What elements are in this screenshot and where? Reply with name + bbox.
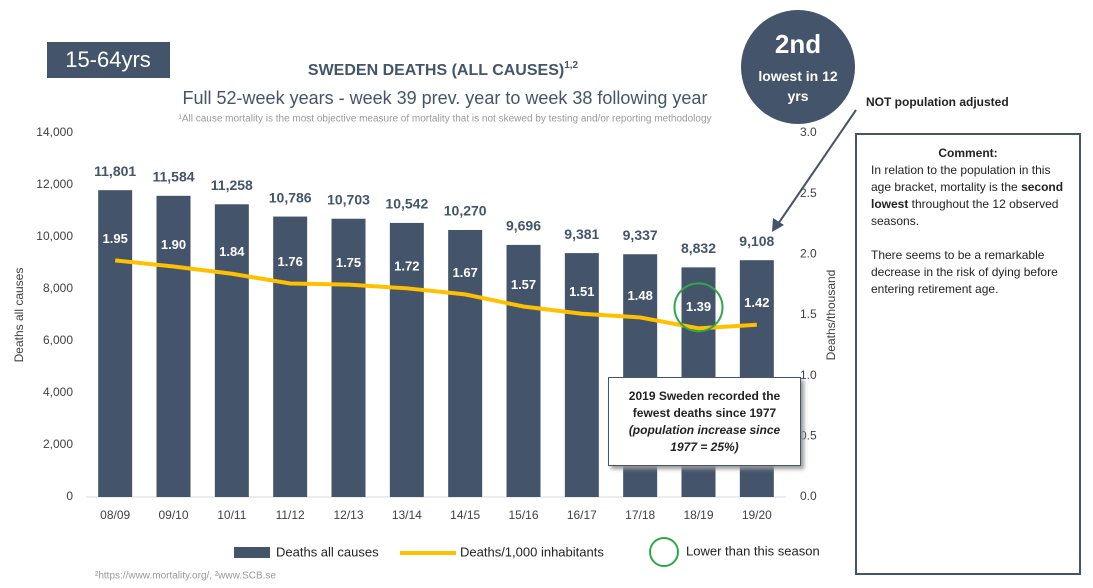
bar-value-label: 9,337: [623, 227, 658, 243]
x-tick-label: 19/20: [742, 508, 772, 522]
legend-label: Deaths all causes: [276, 544, 379, 559]
x-tick-label: 18/19: [683, 508, 713, 522]
line-value-label: 1.57: [511, 277, 536, 292]
x-tick-label: 13/14: [392, 508, 422, 522]
title-superscript: 1,2: [564, 60, 578, 71]
callout-box: 2019 Sweden recorded the fewest deaths s…: [608, 377, 801, 466]
y2-axis-label: Deaths/thousand: [824, 270, 838, 361]
arrow-note: NOT population adjusted: [866, 95, 1009, 109]
bar-value-label: 10,542: [385, 196, 428, 212]
bar: [506, 244, 541, 497]
y-tick-label: 2,000: [43, 437, 73, 451]
y-tick-label: 14,000: [36, 125, 73, 139]
bar: [98, 190, 133, 497]
y-tick-label: 4,000: [43, 385, 73, 399]
line-value-label: 1.72: [394, 259, 419, 274]
y2-tick-label: 1.5: [800, 307, 817, 321]
y-tick-label: 6,000: [43, 333, 73, 347]
bar: [389, 222, 424, 497]
rank-text: lowest in 12 yrs: [758, 68, 838, 104]
y2-tick-label: 2.0: [800, 247, 817, 261]
comment-bold: second lowest: [871, 180, 1064, 211]
title-text: SWEDEN DEATHS (ALL CAUSES): [308, 62, 564, 79]
x-tick-label: 15/16: [508, 508, 538, 522]
x-tick-label: 14/15: [450, 508, 480, 522]
comment-paragraph: In relation to the population in this ag…: [871, 162, 1065, 230]
bar-value-label: 9,381: [564, 226, 599, 242]
highlight-circle: [673, 282, 724, 333]
chart-title: SWEDEN DEATHS (ALL CAUSES)1,2: [308, 60, 579, 80]
bar-value-label: 11,801: [94, 163, 136, 179]
rank-circle: [741, 10, 855, 124]
y2-tick-label: 0.0: [800, 489, 817, 503]
bar-value-label: 8,832: [681, 240, 716, 256]
line-value-label: 1.90: [161, 237, 186, 252]
x-tick-label: 11/12: [276, 508, 305, 522]
comment-paragraph: There seems to be a remarkable decrease …: [871, 248, 1058, 296]
x-tick-label: 09/10: [158, 508, 188, 522]
y-tick-label: 8,000: [43, 281, 73, 295]
badge-bg: [47, 42, 170, 78]
comment-text: In relation to the population in this ag…: [871, 163, 1051, 194]
rank-text-wrap: lowest in 12 yrs: [758, 68, 838, 104]
y-axis-label: Deaths all causes: [12, 268, 26, 363]
bar-value-label: 10,270: [444, 203, 487, 219]
line-value-label: 1.67: [453, 265, 478, 280]
arrow: [777, 109, 857, 225]
legend-label: Deaths/1,000 inhabitants: [460, 544, 604, 559]
bar-value-label: 10,786: [269, 189, 312, 205]
arrow-head: [772, 218, 784, 232]
line-value-label: 1.42: [744, 295, 769, 310]
comment-text: throughout the 12 observed seasons.: [871, 197, 1059, 228]
footnote: ¹All cause mortality is the most objecti…: [178, 114, 711, 125]
line-value-label: 1.51: [569, 284, 594, 299]
bar-value-label: 9,696: [506, 218, 541, 234]
comment-box: Comment: In relation to the population i…: [855, 133, 1081, 575]
bar-value-label: 10,703: [327, 191, 370, 207]
x-tick-label: 10/11: [217, 508, 246, 522]
comment-heading: Comment:: [938, 146, 998, 160]
subtitle: Full 52-week years - week 39 prev. year …: [183, 88, 708, 108]
bar: [448, 229, 483, 498]
legend-swatch: [649, 537, 679, 567]
x-tick-label: 16/17: [567, 508, 597, 522]
badge: 15-64yrs: [65, 47, 151, 72]
bar: [564, 253, 599, 497]
bar: [331, 218, 366, 498]
line-value-label: 1.76: [278, 254, 303, 269]
y2-tick-label: 0.5: [800, 429, 817, 443]
rank: 2nd: [775, 29, 821, 59]
x-tick-label: 08/09: [100, 508, 130, 522]
line-value-label: 1.95: [103, 231, 128, 246]
line-value-label: 1.75: [336, 255, 361, 270]
callout-text: 2019 Sweden recorded the fewest deaths s…: [628, 389, 781, 420]
source: ²https://www.mortality.org/, ²www.SCB.se: [95, 571, 276, 582]
x-tick-label: 17/18: [625, 508, 655, 522]
y2-tick-label: 3.0: [800, 125, 817, 139]
legend-swatch: [234, 547, 270, 558]
bar: [273, 216, 308, 497]
y-tick-label: 0: [66, 489, 73, 503]
y-tick-label: 12,000: [36, 177, 73, 191]
bar-value-label: 11,258: [211, 177, 253, 193]
y2-tick-label: 2.5: [800, 186, 817, 200]
x-tick-label: 12/13: [333, 508, 363, 522]
bar-value-label: 11,584: [152, 169, 194, 185]
line-value-label: 1.84: [219, 244, 245, 259]
bar: [156, 195, 191, 498]
callout-note: (population increase since 1977 = 25%): [628, 423, 781, 454]
bar: [214, 204, 249, 498]
line-value-label: 1.48: [628, 288, 653, 303]
line-value-label: 1.39: [686, 299, 711, 314]
y2-tick-label: 1.0: [800, 368, 817, 382]
y-tick-label: 10,000: [36, 229, 73, 243]
line: [114, 258, 757, 331]
legend-label: Lower than this season: [686, 543, 820, 558]
bar-value-label: 9,108: [739, 233, 774, 249]
